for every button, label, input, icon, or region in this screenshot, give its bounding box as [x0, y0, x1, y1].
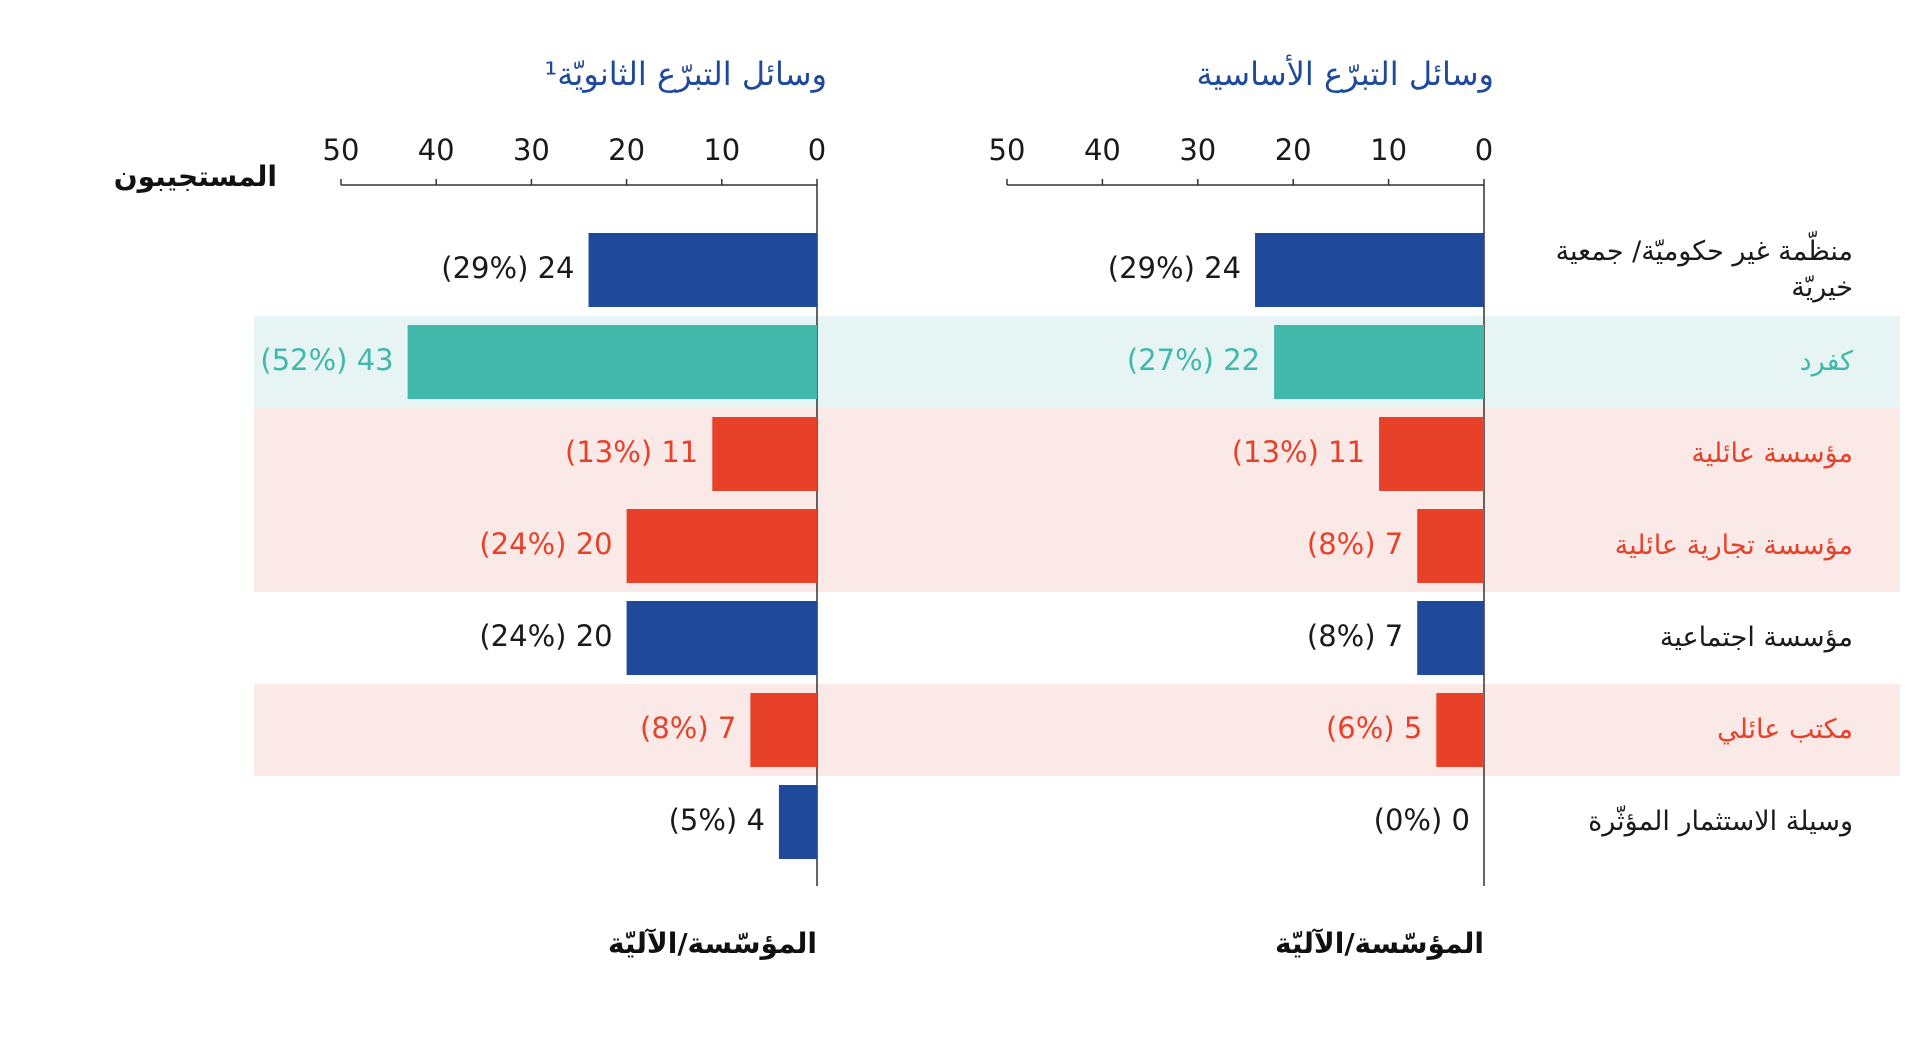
- bar: [1417, 601, 1484, 675]
- value-label: 11 (13%): [565, 435, 698, 469]
- x-tick-label: 0: [1475, 133, 1493, 167]
- y-axis-label: المؤسّسة/الآليّة: [608, 927, 817, 960]
- x-tick-label: 50: [323, 133, 360, 167]
- row-band: [254, 408, 1900, 500]
- category-label: مؤسسة اجتماعية: [1659, 622, 1853, 653]
- value-label: 0 (0%): [1374, 803, 1470, 837]
- x-tick-label: 10: [703, 133, 740, 167]
- category-label: منظّمة غير حكوميّة/ جمعية خيريّة: [1555, 236, 1853, 303]
- bar: [778, 785, 817, 859]
- row-band: [254, 500, 1900, 592]
- value-label: 22 (27%): [1127, 343, 1260, 377]
- y-axis-label: المؤسّسة/الآليّة: [1275, 927, 1484, 960]
- x-tick-label: 30: [513, 133, 550, 167]
- bar: [626, 601, 817, 675]
- bar: [1436, 693, 1484, 767]
- bar: [626, 509, 817, 583]
- bar: [1417, 509, 1484, 583]
- x-tick-label: 20: [1275, 133, 1312, 167]
- bar: [588, 233, 817, 307]
- value-label: 24 (29%): [441, 251, 574, 285]
- bar: [750, 693, 817, 767]
- x-tick-label: 0: [808, 133, 826, 167]
- bar: [712, 417, 817, 491]
- x-tick-label: 10: [1370, 133, 1407, 167]
- chart-title: وسائل التبرّع الثانويّة¹: [544, 55, 827, 93]
- value-label: 20 (24%): [479, 527, 612, 561]
- value-label: 7 (8%): [1307, 527, 1403, 561]
- chart-title: وسائل التبرّع الأساسية: [1196, 54, 1494, 93]
- category-label: كفرد: [1799, 346, 1853, 377]
- bar: [1255, 233, 1484, 307]
- x-tick-label: 20: [608, 133, 645, 167]
- category-label: مؤسسة عائلية: [1691, 438, 1853, 469]
- value-label: 20 (24%): [479, 619, 612, 653]
- bar: [1274, 325, 1484, 399]
- x-axis-label: المستجيبون: [114, 160, 277, 193]
- value-label: 43 (52%): [260, 343, 393, 377]
- category-label: وسيلة الاستثمار المؤثّرة: [1588, 806, 1853, 837]
- value-label: 7 (8%): [640, 711, 736, 745]
- value-label: 4 (5%): [669, 803, 765, 837]
- value-label: 5 (6%): [1326, 711, 1422, 745]
- bar: [407, 325, 817, 399]
- value-label: 7 (8%): [1307, 619, 1403, 653]
- value-label: 24 (29%): [1108, 251, 1241, 285]
- category-label: مكتب عائلي: [1717, 714, 1853, 745]
- x-tick-label: 30: [1179, 133, 1216, 167]
- row-band: [254, 684, 1900, 776]
- bar: [1379, 417, 1484, 491]
- x-tick-label: 50: [989, 133, 1026, 167]
- x-tick-label: 40: [418, 133, 455, 167]
- x-tick-label: 40: [1084, 133, 1121, 167]
- category-label: مؤسسة تجارية عائلية: [1614, 530, 1853, 561]
- row-backgrounds: [254, 316, 1900, 776]
- value-label: 11 (13%): [1232, 435, 1365, 469]
